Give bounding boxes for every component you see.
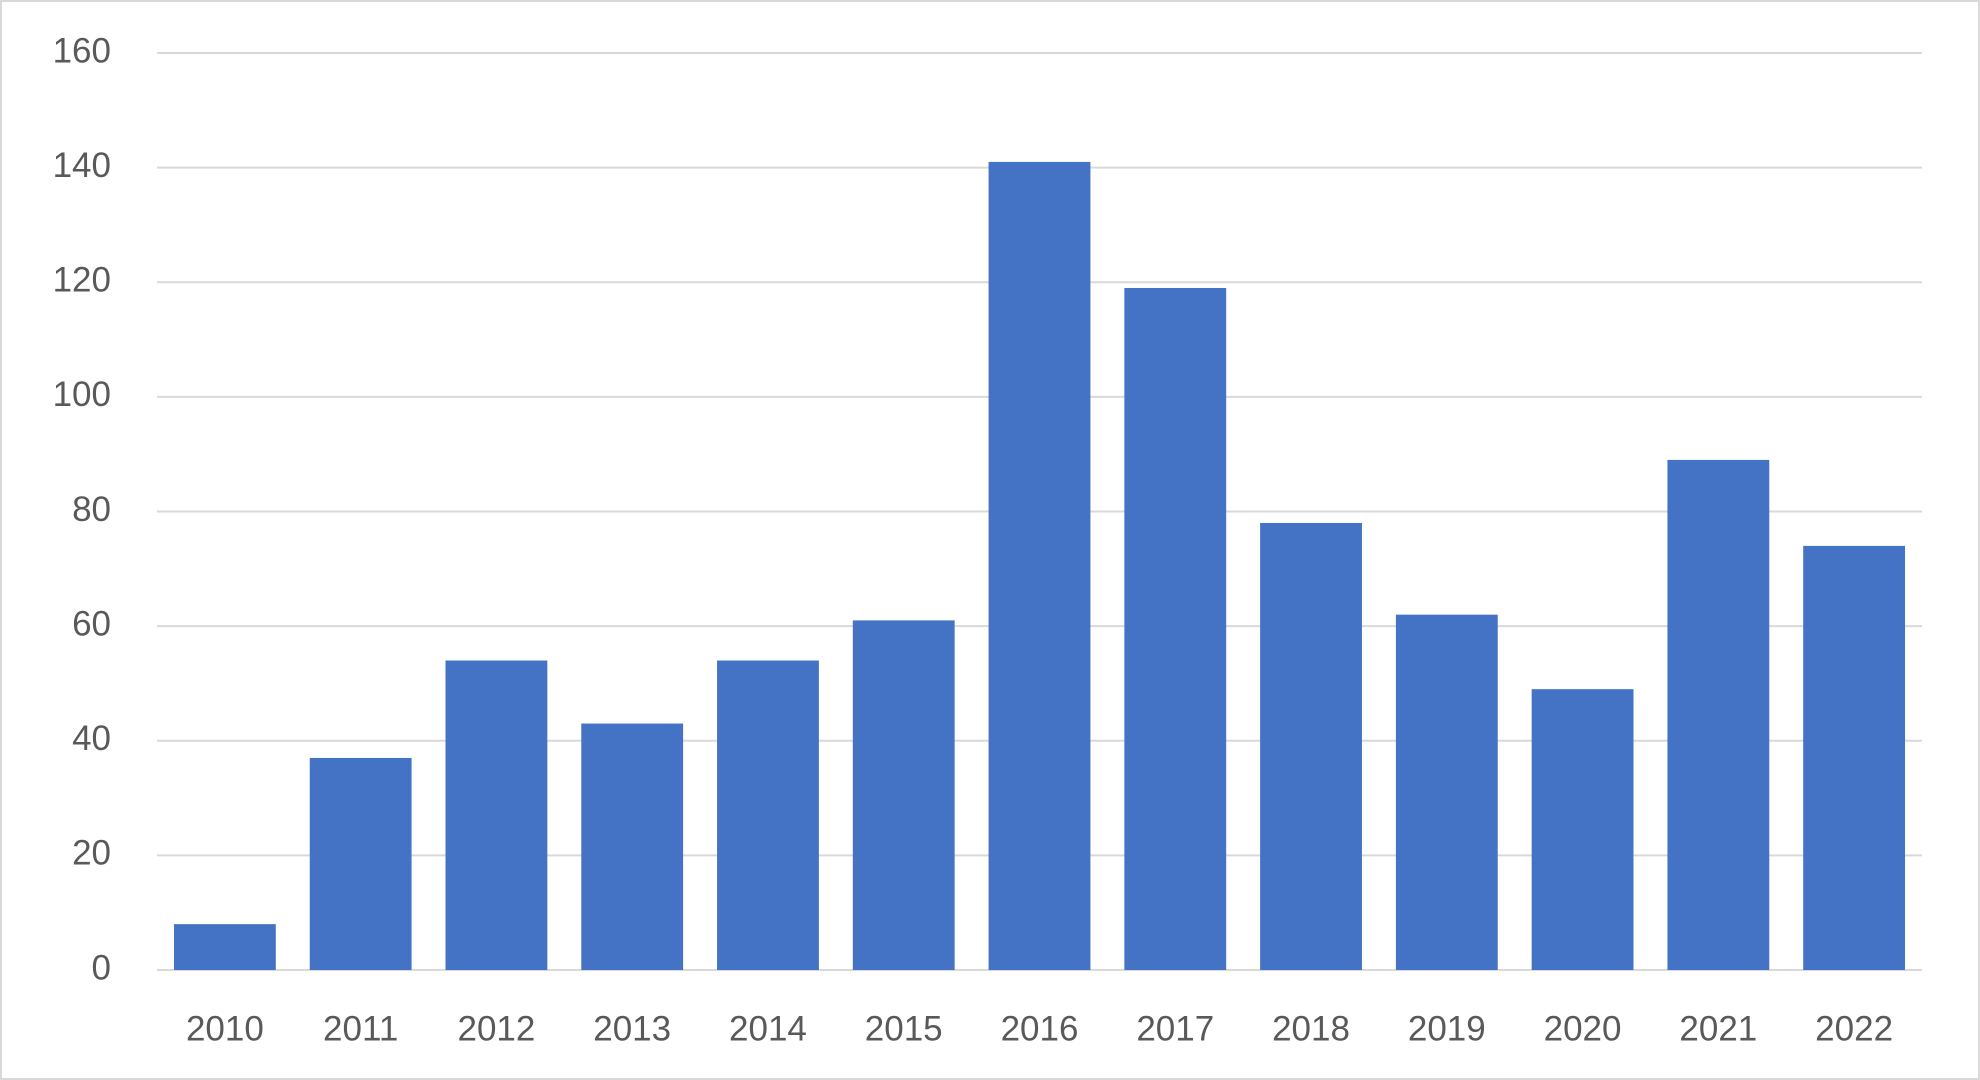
y-tick-label: 40 [72, 719, 111, 758]
bar [446, 661, 548, 970]
bar [310, 758, 412, 970]
bar [1803, 546, 1905, 970]
y-tick-label: 60 [72, 604, 111, 643]
bar [717, 661, 819, 970]
y-tick-label: 140 [53, 146, 111, 185]
x-tick-label: 2010 [186, 1009, 264, 1048]
x-tick-label: 2022 [1815, 1009, 1893, 1048]
x-tick-label: 2012 [457, 1009, 535, 1048]
bar [174, 924, 276, 970]
bar [1124, 288, 1226, 970]
bar [1260, 523, 1362, 970]
x-tick-label: 2011 [323, 1009, 398, 1048]
x-tick-label: 2014 [729, 1009, 807, 1048]
y-tick-label: 0 [92, 948, 111, 987]
chart: 0 20 40 60 80 100 120 140 160 2010 2011 2012 2013 201… [0, 0, 1980, 1080]
x-tick-label: 2020 [1544, 1009, 1622, 1048]
x-tick-label: 2016 [1001, 1009, 1079, 1048]
x-tick-label: 2017 [1136, 1009, 1214, 1048]
y-tick-label: 20 [72, 834, 111, 873]
y-tick-label: 160 [53, 31, 111, 70]
x-tick-label: 2013 [593, 1009, 671, 1048]
y-tick-label: 120 [53, 261, 111, 300]
x-tick-label: 2018 [1272, 1009, 1350, 1048]
page: {"chart_data": {"type": "bar", "categori… [0, 0, 1980, 1080]
bar [1532, 689, 1634, 970]
x-tick-label: 2019 [1408, 1009, 1486, 1048]
x-tick-label: 2021 [1679, 1009, 1757, 1048]
y-tick-label: 80 [72, 490, 111, 529]
x-tick-label: 2015 [865, 1009, 943, 1048]
bar [989, 162, 1091, 970]
bar [853, 620, 955, 970]
y-tick-label: 100 [53, 375, 111, 414]
bar [581, 724, 683, 970]
bar [1667, 460, 1769, 970]
bar [1396, 615, 1498, 970]
